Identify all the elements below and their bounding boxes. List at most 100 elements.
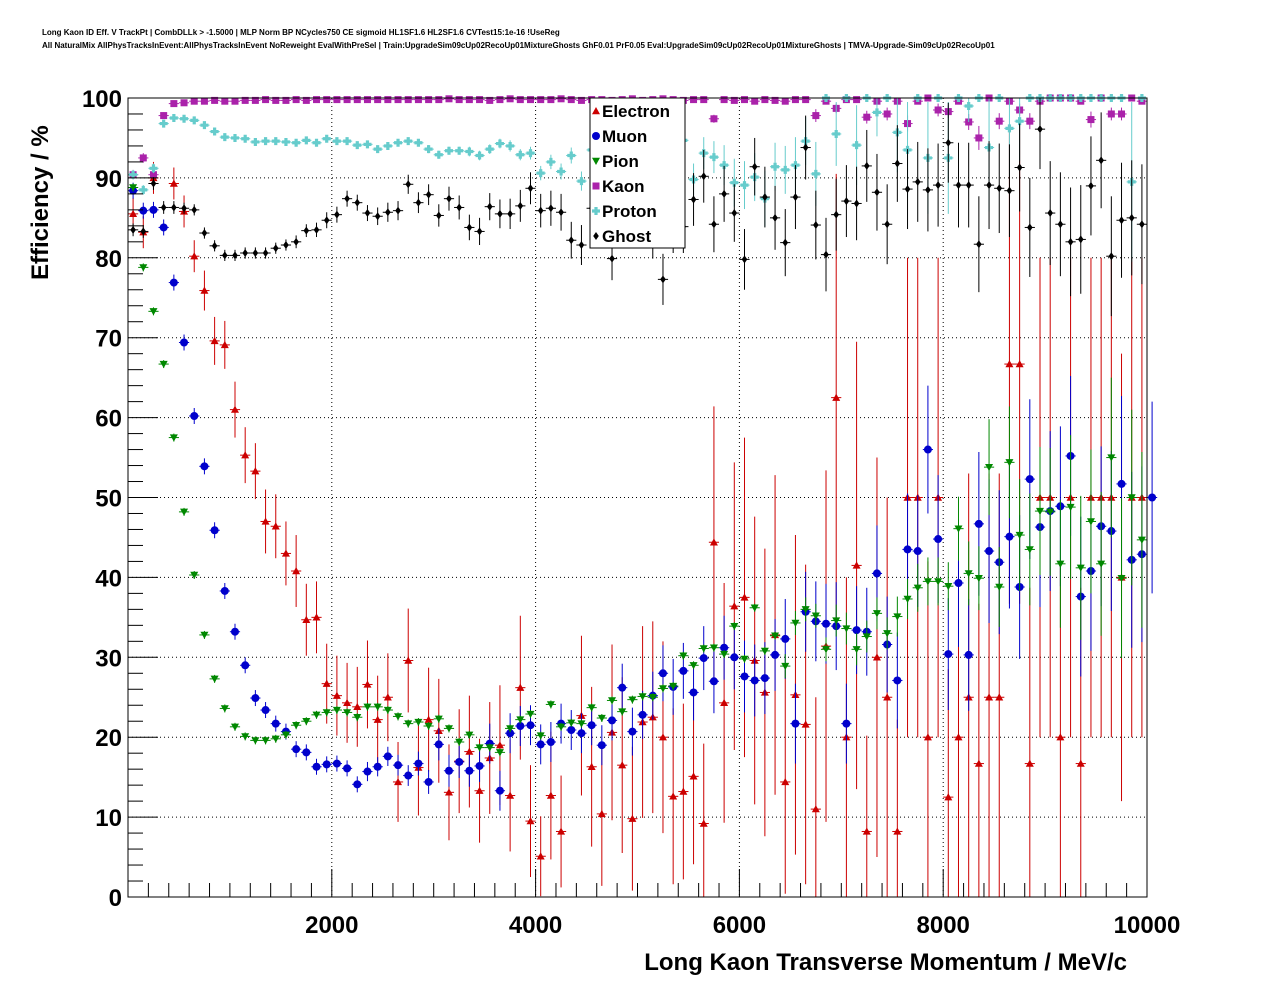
data-point — [1085, 449, 1097, 594]
data-point — [545, 96, 556, 104]
muon-marker — [169, 278, 178, 287]
muon-marker — [740, 672, 749, 681]
data-point — [790, 683, 801, 764]
kaon-marker — [374, 96, 382, 104]
pion-marker — [1097, 560, 1106, 568]
legend-entry-pion: Pion — [592, 152, 639, 171]
ghost-marker — [762, 193, 768, 202]
data-point — [994, 113, 1005, 130]
data-point — [219, 320, 230, 369]
kaon-marker — [200, 97, 208, 105]
data-point — [1136, 451, 1147, 628]
data-point — [362, 140, 373, 149]
data-point — [291, 721, 302, 730]
electron-marker — [302, 615, 311, 623]
data-point — [331, 137, 342, 146]
proton-marker — [251, 137, 260, 146]
kaon-marker — [781, 97, 789, 105]
data-point — [729, 625, 740, 690]
data-point — [413, 138, 424, 147]
data-point — [199, 270, 210, 311]
data-point — [158, 112, 169, 120]
kaon-marker — [180, 99, 188, 107]
ghost-marker — [945, 138, 952, 147]
muon-marker — [567, 726, 576, 735]
data-point — [759, 646, 770, 655]
data-point — [464, 96, 475, 104]
data-point — [270, 715, 281, 732]
data-point — [403, 137, 414, 146]
data-point — [1075, 185, 1086, 294]
data-point — [545, 722, 556, 762]
muon-marker — [597, 741, 606, 750]
ghost-marker — [1047, 209, 1053, 218]
kaon-marker — [751, 97, 759, 105]
kaon-marker — [394, 96, 402, 104]
data-point — [606, 700, 618, 741]
data-point — [311, 138, 322, 147]
ghost-marker — [1108, 252, 1115, 261]
ghost-marker — [405, 180, 412, 189]
kaon-marker — [445, 95, 453, 103]
proton-marker — [567, 151, 576, 160]
data-point — [291, 235, 302, 249]
ghost-marker — [232, 251, 238, 260]
data-point — [443, 754, 455, 787]
ghost-marker — [1057, 220, 1064, 229]
pion-marker — [648, 694, 657, 702]
pion-marker — [1076, 564, 1085, 572]
electron-marker — [985, 693, 994, 701]
data-point — [341, 137, 353, 146]
ghost-marker — [262, 249, 269, 258]
data-point — [535, 165, 546, 181]
data-point — [759, 96, 770, 104]
legend-marker — [592, 132, 600, 140]
data-point — [505, 95, 516, 103]
muon-marker — [608, 716, 617, 725]
muon-marker — [149, 205, 158, 214]
kaon-marker — [241, 96, 249, 104]
ghost-marker — [894, 159, 901, 168]
data-point — [219, 133, 230, 142]
data-point — [443, 95, 455, 103]
data-point — [943, 598, 954, 711]
x-tick-label: 8000 — [917, 912, 970, 939]
electron-marker — [353, 702, 362, 711]
ghost-marker — [751, 162, 758, 171]
muon-marker — [261, 706, 270, 715]
electron-marker — [740, 593, 749, 601]
electron-marker — [1056, 733, 1065, 741]
pion-marker — [485, 744, 494, 752]
pion-marker — [842, 625, 851, 633]
data-point — [871, 597, 883, 630]
proton-marker — [343, 137, 352, 146]
proton-marker — [465, 147, 474, 156]
data-point — [423, 184, 434, 206]
data-point — [586, 705, 597, 746]
kaon-marker — [853, 96, 861, 104]
muon-marker — [394, 761, 403, 770]
data-point — [749, 644, 760, 717]
pion-marker — [608, 697, 617, 705]
pion-marker — [404, 720, 413, 728]
electron-marker — [404, 656, 413, 664]
data-point — [953, 142, 964, 228]
electron-marker — [801, 720, 810, 728]
data-point — [474, 749, 485, 782]
data-point — [209, 127, 220, 136]
data-point — [209, 240, 220, 252]
data-point — [566, 221, 577, 259]
pion-marker — [343, 709, 352, 717]
pion-marker — [546, 701, 555, 709]
pion-marker — [1046, 508, 1055, 516]
ghost-marker — [935, 181, 941, 190]
data-point — [148, 307, 159, 316]
data-point — [433, 204, 444, 227]
data-point — [280, 96, 292, 104]
ghost-marker — [986, 181, 992, 190]
data-point — [576, 225, 587, 265]
data-point — [912, 141, 923, 222]
kaon-marker — [363, 96, 371, 104]
data-point — [392, 138, 404, 147]
proton-marker — [536, 169, 545, 178]
